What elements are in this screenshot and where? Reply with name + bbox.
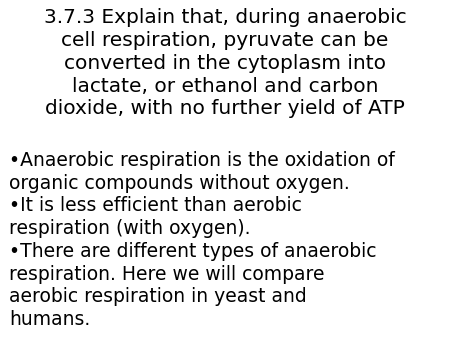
Text: 3.7.3 Explain that, during anaerobic
cell respiration, pyruvate can be
converted: 3.7.3 Explain that, during anaerobic cel… <box>44 8 406 118</box>
Text: •Anaerobic respiration is the oxidation of
organic compounds without oxygen.
•It: •Anaerobic respiration is the oxidation … <box>9 151 395 329</box>
